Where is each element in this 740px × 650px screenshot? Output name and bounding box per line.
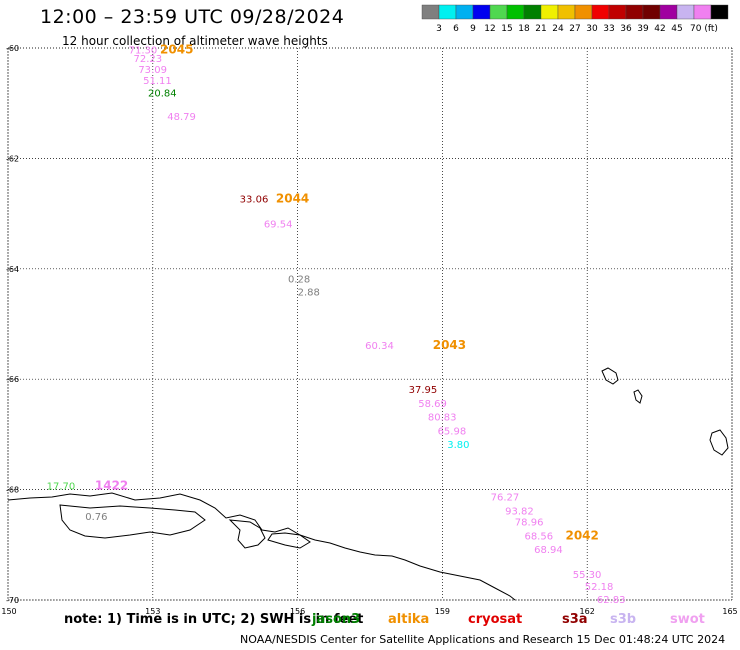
colorbar-label: 9 [470, 24, 476, 34]
colorbar-swatch [676, 4, 695, 20]
colorbar-label: 12 [484, 24, 495, 34]
y-tick-label: -70 [6, 596, 19, 605]
chart-title: 12:00 – 23:59 UTC 09/28/2024 [40, 6, 345, 28]
wave-height-label: 68.94 [534, 545, 563, 556]
wave-height-label: 58.69 [418, 399, 447, 410]
wave-height-label: 62.83 [597, 595, 626, 606]
wave-height-label: 93.82 [505, 506, 534, 517]
y-tick-label: -60 [6, 44, 19, 53]
colorbar-swatch [438, 4, 457, 20]
wave-height-label: 3.80 [447, 440, 469, 451]
colorbar-swatch [574, 4, 593, 20]
satellite-legend-s3a: s3a [562, 612, 588, 627]
colorbar-swatch [489, 4, 508, 20]
x-tick-label: 156 [290, 607, 305, 616]
x-tick-label: 162 [580, 607, 595, 616]
x-tick-label: 150 [1, 607, 16, 616]
y-tick-label: -66 [6, 375, 19, 384]
colorbar-label: 15 [501, 24, 512, 34]
colorbar-swatch [591, 4, 610, 20]
pass-number-label: 2044 [276, 192, 309, 206]
colorbar-swatch [455, 4, 474, 20]
pass-number-label: 2045 [160, 43, 193, 57]
satellite-legend-altika: altika [388, 612, 430, 627]
wave-height-label: 76.27 [491, 493, 520, 504]
coastline [7, 492, 516, 601]
colorbar-label: 70 (ft) [690, 24, 718, 34]
colorbar-swatch [625, 4, 644, 20]
island-outline [601, 367, 619, 385]
plot-frame [7, 47, 733, 601]
wave-height-label: 78.96 [515, 517, 544, 528]
wave-height-label: 80.83 [428, 413, 457, 424]
colorbar-label: 42 [654, 24, 665, 34]
colorbar-label: 21 [535, 24, 546, 34]
x-tick-label: 165 [722, 607, 737, 616]
wave-height-label: 0.76 [85, 512, 107, 523]
x-tick-label: 159 [435, 607, 450, 616]
colorbar-swatch [540, 4, 559, 20]
satellite-legend-jason3: jason3 [312, 612, 361, 627]
wave-height-label: 69.54 [264, 219, 293, 230]
colorbar-label: 45 [671, 24, 682, 34]
pass-number-label: 1422 [95, 479, 128, 493]
y-tick-label: -62 [6, 154, 19, 163]
colorbar-swatch [557, 4, 576, 20]
chart-subtitle: 12 hour collection of altimeter wave hei… [62, 34, 328, 48]
ice-shelf-outline [59, 504, 206, 539]
island-outline [633, 389, 643, 404]
footer-note: note: 1) Time is in UTC; 2) SWH is in fe… [64, 612, 364, 627]
colorbar-label: 39 [637, 24, 649, 34]
wave-height-label: 0.28 [288, 275, 310, 286]
colorbar-swatch [608, 4, 627, 20]
island-outline [267, 532, 311, 549]
colorbar-label: 30 [586, 24, 598, 34]
colorbar-label: 3 [436, 24, 442, 34]
wave-height-label: 65.98 [438, 426, 467, 437]
wave-height-label: 72.23 [133, 54, 162, 65]
colorbar-swatch [710, 4, 729, 20]
pass-number-label: 2042 [565, 528, 598, 542]
footer-credit: NOAA/NESDIS Center for Satellite Applica… [240, 633, 726, 646]
wave-height-label: 2.88 [298, 287, 320, 298]
colorbar-swatch [523, 4, 542, 20]
wave-height-label: 51.11 [143, 76, 172, 87]
colorbar-label: 36 [620, 24, 632, 34]
y-tick-label: -64 [6, 265, 19, 274]
x-tick-label: 153 [145, 607, 160, 616]
wave-height-label: 68.56 [524, 531, 553, 542]
wave-height-label: 37.95 [409, 385, 438, 396]
satellite-legend-swot: swot [670, 612, 705, 627]
colorbar-label: 27 [569, 24, 580, 34]
wave-height-label: 55.30 [573, 570, 602, 581]
colorbar-swatch [421, 4, 440, 20]
wave-height-label: 71.30 [129, 46, 158, 57]
colorbar-swatch [506, 4, 525, 20]
satellite-legend-s3b: s3b [610, 612, 637, 627]
colorbar-label: 33 [603, 24, 614, 34]
colorbar-swatch [659, 4, 678, 20]
colorbar-label: 24 [552, 24, 564, 34]
wave-height-label: 60.34 [365, 341, 394, 352]
wave-height-label: 48.79 [167, 112, 196, 123]
colorbar-swatch [693, 4, 712, 20]
satellite-legend-cryosat: cryosat [468, 612, 523, 627]
island-outline [709, 429, 729, 456]
y-tick-label: -68 [6, 486, 19, 495]
wave-height-label: 52.18 [585, 582, 614, 593]
island-outline [228, 519, 266, 549]
wave-height-label: 73.09 [138, 65, 167, 76]
wave-height-label: 17.70 [47, 482, 76, 493]
wave-height-label: 20.84 [148, 89, 177, 100]
colorbar-label: 18 [518, 24, 530, 34]
colorbar-swatch [642, 4, 661, 20]
colorbar-label: 6 [453, 24, 459, 34]
wave-height-label: 33.06 [240, 195, 269, 206]
colorbar-swatch [472, 4, 491, 20]
pass-number-label: 2043 [433, 338, 466, 352]
